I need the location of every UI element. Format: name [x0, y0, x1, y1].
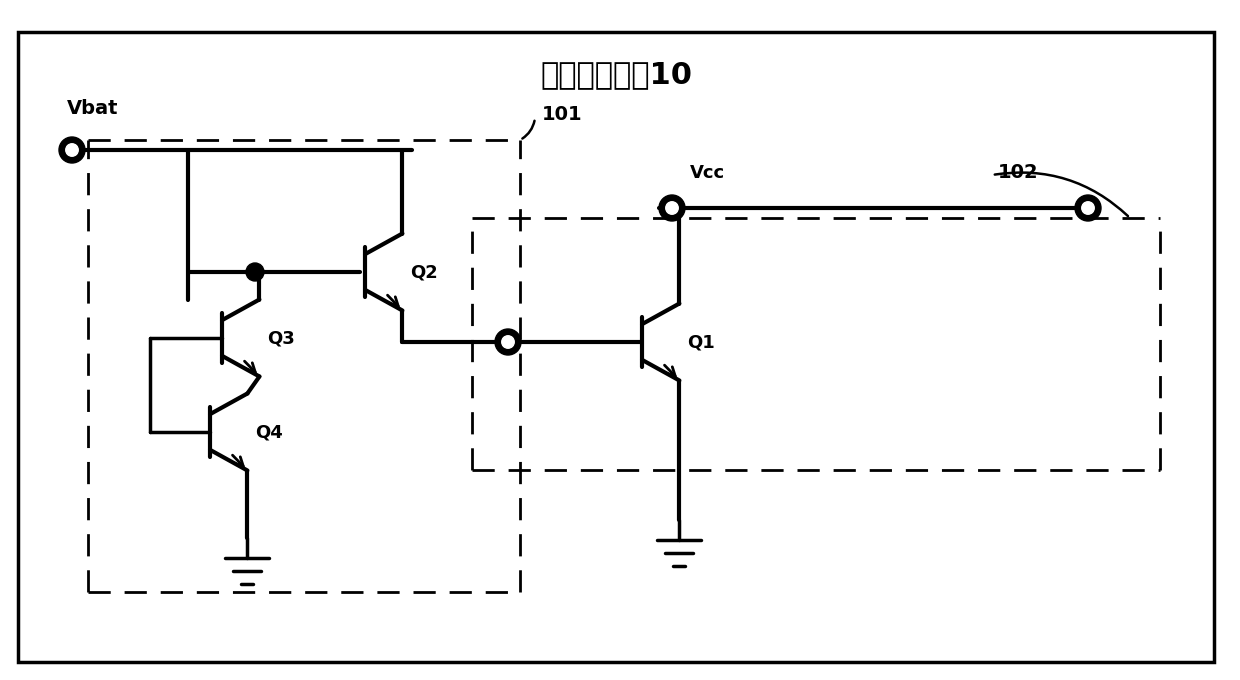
Text: Q4: Q4	[255, 423, 283, 441]
Text: Q2: Q2	[410, 263, 438, 281]
Circle shape	[502, 336, 515, 348]
Text: Q1: Q1	[687, 333, 715, 351]
Circle shape	[66, 143, 78, 156]
Text: 101: 101	[542, 105, 583, 124]
Text: 信号放大电路10: 信号放大电路10	[539, 61, 692, 90]
Circle shape	[666, 202, 678, 214]
Text: 102: 102	[998, 163, 1039, 182]
Circle shape	[1081, 202, 1094, 214]
Text: Vbat: Vbat	[67, 99, 119, 118]
Text: Q3: Q3	[268, 329, 295, 347]
Text: Vcc: Vcc	[689, 164, 725, 182]
Circle shape	[246, 263, 264, 281]
Circle shape	[1075, 195, 1101, 221]
Circle shape	[60, 137, 86, 163]
Circle shape	[495, 329, 521, 355]
Circle shape	[658, 195, 684, 221]
